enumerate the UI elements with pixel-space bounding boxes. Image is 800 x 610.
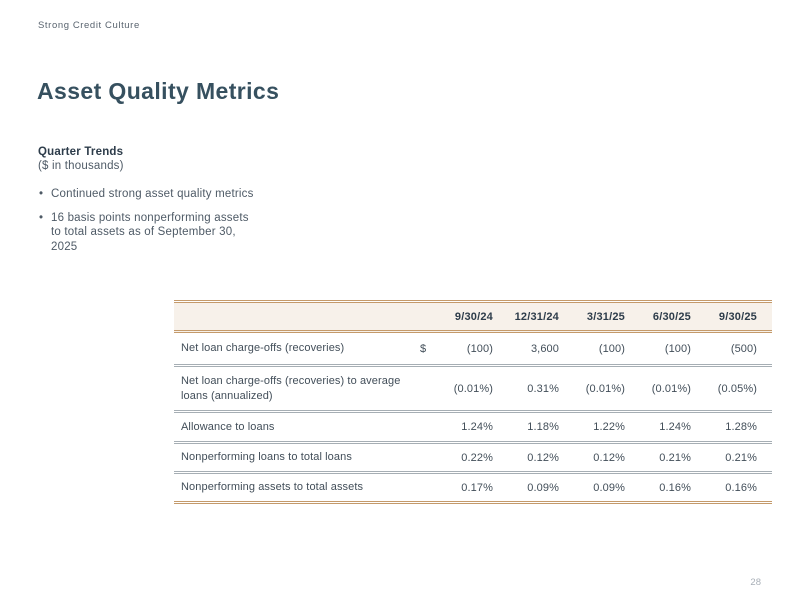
table-row: Net loan charge-offs (recoveries) to ave… — [174, 366, 772, 412]
value-cell: (100) — [598, 342, 625, 355]
currency-prefix — [418, 412, 442, 443]
header-spacer — [418, 302, 442, 332]
panel-subheading: ($ in thousands) — [38, 160, 124, 172]
column-header: 6/30/25 — [652, 310, 691, 323]
value-cell: 0.31% — [527, 382, 559, 395]
table-header-row: 9/30/24 12/31/24 3/31/25 6/30/25 9/30/25 — [174, 301, 772, 332]
bullet-item: 16 basis points nonperforming assets to … — [38, 211, 254, 255]
value-cell: 0.12% — [527, 451, 559, 464]
value-cell: 1.24% — [461, 421, 493, 433]
value-cell: 1.28% — [725, 421, 757, 433]
currency-prefix — [418, 366, 442, 412]
value-cell: (0.05%) — [717, 382, 757, 395]
value-cell: 0.21% — [659, 451, 691, 464]
value-cell: 0.17% — [461, 481, 493, 494]
currency-prefix: $ — [420, 342, 427, 355]
bullet-item: Continued strong asset quality metrics — [38, 187, 254, 202]
table-row: Nonperforming assets to total assets 0.1… — [174, 473, 772, 503]
table-row: Net loan charge-offs (recoveries) $ (100… — [174, 332, 772, 366]
value-cell: (0.01%) — [651, 382, 691, 395]
header-spacer — [174, 302, 418, 332]
asset-quality-table: 9/30/24 12/31/24 3/31/25 6/30/25 9/30/25… — [174, 300, 772, 504]
metric-label: Net loan charge-offs (recoveries) — [181, 342, 345, 355]
column-header: 12/31/24 — [514, 310, 559, 323]
column-header: 9/30/25 — [718, 310, 757, 323]
value-cell: 1.18% — [527, 421, 559, 433]
value-cell: 0.16% — [725, 481, 757, 494]
value-cell: 0.22% — [461, 451, 493, 464]
value-cell: 1.22% — [593, 421, 625, 433]
table-row: Allowance to loans 1.24% 1.18% 1.22% 1.2… — [174, 412, 772, 443]
metric-label: Net loan charge-offs (recoveries) to ave… — [181, 375, 401, 402]
value-cell: (100) — [664, 342, 691, 355]
column-header: 9/30/24 — [454, 310, 493, 323]
table-row: Nonperforming loans to total loans 0.22%… — [174, 443, 772, 473]
page-number: 28 — [750, 577, 761, 588]
value-cell: 0.21% — [725, 451, 757, 464]
value-cell: 0.09% — [527, 481, 559, 494]
slide-eyebrow: Strong Credit Culture — [38, 20, 140, 31]
value-cell: (0.01%) — [585, 382, 625, 395]
value-cell: (500) — [730, 342, 757, 355]
currency-prefix — [418, 443, 442, 473]
value-cell: (0.01%) — [453, 382, 493, 395]
quarter-trends-panel: Quarter Trends ($ in thousands) Continue… — [38, 146, 254, 263]
value-cell: 0.09% — [593, 481, 625, 494]
metric-label: Nonperforming loans to total loans — [181, 451, 352, 464]
value-cell: 3,600 — [530, 342, 559, 355]
value-cell: 1.24% — [659, 421, 691, 433]
metric-label: Nonperforming assets to total assets — [181, 481, 364, 494]
panel-heading: Quarter Trends — [38, 146, 124, 158]
column-header: 3/31/25 — [586, 310, 625, 323]
metric-label: Allowance to loans — [181, 420, 275, 433]
value-cell: 0.12% — [593, 451, 625, 464]
value-cell: (100) — [466, 342, 493, 355]
value-cell: 0.16% — [659, 481, 691, 494]
page-title: Asset Quality Metrics — [37, 78, 280, 104]
bullet-list: Continued strong asset quality metrics 1… — [38, 187, 254, 254]
currency-prefix — [418, 473, 442, 503]
